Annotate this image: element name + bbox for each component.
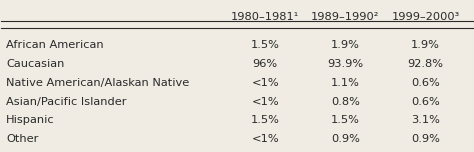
Text: 96%: 96%: [253, 59, 278, 69]
Text: Caucasian: Caucasian: [6, 59, 64, 69]
Text: <1%: <1%: [252, 97, 279, 107]
Text: 1.9%: 1.9%: [331, 40, 360, 50]
Text: African American: African American: [6, 40, 104, 50]
Text: Hispanic: Hispanic: [6, 115, 55, 125]
Text: 0.6%: 0.6%: [411, 97, 440, 107]
Text: 1.5%: 1.5%: [331, 115, 360, 125]
Text: 1999–2000³: 1999–2000³: [392, 12, 460, 22]
Text: 1.5%: 1.5%: [251, 40, 280, 50]
Text: 3.1%: 3.1%: [411, 115, 440, 125]
Text: Other: Other: [6, 134, 38, 144]
Text: 0.9%: 0.9%: [411, 134, 440, 144]
Text: 92.8%: 92.8%: [408, 59, 444, 69]
Text: 1.1%: 1.1%: [331, 78, 360, 88]
Text: Asian/Pacific Islander: Asian/Pacific Islander: [6, 97, 127, 107]
Text: 1.5%: 1.5%: [251, 115, 280, 125]
Text: 1989–1990²: 1989–1990²: [311, 12, 380, 22]
Text: <1%: <1%: [252, 134, 279, 144]
Text: 1.9%: 1.9%: [411, 40, 440, 50]
Text: 0.6%: 0.6%: [411, 78, 440, 88]
Text: 93.9%: 93.9%: [328, 59, 364, 69]
Text: 0.9%: 0.9%: [331, 134, 360, 144]
Text: Native American/Alaskan Native: Native American/Alaskan Native: [6, 78, 189, 88]
Text: 1980–1981¹: 1980–1981¹: [231, 12, 300, 22]
Text: 0.8%: 0.8%: [331, 97, 360, 107]
Text: <1%: <1%: [252, 78, 279, 88]
